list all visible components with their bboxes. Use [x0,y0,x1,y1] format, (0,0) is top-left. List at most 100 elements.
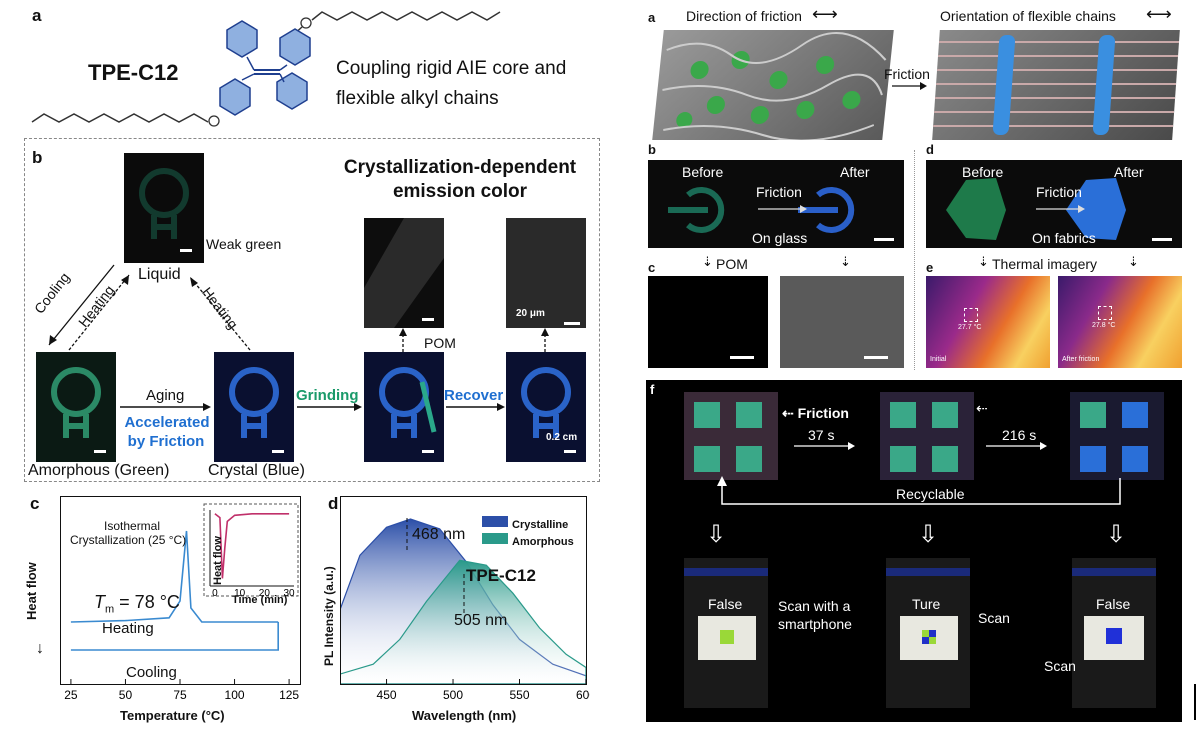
initial-label: Initial [930,356,947,363]
fabric-substrate: On fabrics [1032,230,1096,246]
fabric-friction-arrow [1036,205,1085,213]
scan-label-2: Scan [1044,658,1076,674]
glass-before: Before [682,164,724,180]
glass-substrate: On glass [752,230,808,246]
panel-b-title-line2: emission color [392,181,528,202]
fabric-before-after-image [926,160,1182,248]
panel-b-title-line1: Crystallization-dependent [343,157,577,178]
crystal-bulb-image [214,352,294,462]
glass-friction: Friction [756,184,802,200]
pl-compound-label: TPE-C12 [466,566,536,585]
dsc-yarrow: ↓ [36,640,44,657]
temp1: 27.7 °C [958,324,982,331]
pom-image-2: 20 μm [506,218,586,328]
description-line1: Coupling rigid AIE core and [336,58,567,79]
down-arrow-2: ⇩ [918,521,939,548]
result-false-1: False [708,596,743,612]
t1-arrow [794,442,855,450]
panel-a-label: a [32,6,42,25]
phone-card [1084,616,1144,660]
scale-bar [272,450,284,453]
separator [914,150,915,370]
dsc-xtick-label: 100 [225,688,245,702]
pl-xtick-label: 500 [443,688,463,702]
code-square [929,630,936,637]
inset-xlabel: Time (min) [232,594,288,606]
pom-dotted-arrow-2: ⇣ [840,254,851,269]
pom-arrow-2 [541,328,549,352]
dsc-chart: 25 50 75 100 125 0 10 20 30 [60,496,301,702]
pl-xtick-label: 450 [377,688,397,702]
phone-screen-2 [886,558,970,708]
down-arrow-1: ⇩ [706,521,727,548]
edge-mark [1194,684,1196,720]
temp2: 27.8 °C [1092,322,1116,329]
phone-status-bar [886,568,970,576]
dsc-cooling-line [70,621,280,651]
result-ture: Ture [912,596,941,612]
pl-ylabel: PL Intensity (a.u.) [322,566,336,666]
legend-crystalline: Crystalline [512,519,569,531]
scale-bar [730,356,754,359]
disordered-chains-illustration [652,30,894,142]
r-panel-a-label: a [648,10,656,25]
phone-card [900,616,958,660]
code-square [922,630,929,637]
recover-arrow [446,403,505,411]
ground-bulb-image [364,352,444,462]
phone-card [698,616,756,660]
panel-f-friction: ⇠ Friction [782,405,849,421]
grinding-arrow [297,403,362,411]
orientation-label: Orientation of flexible chains [940,8,1116,24]
scale-bar [874,238,894,241]
scale-20um-label: 20 μm [516,308,545,319]
weak-green-label: Weak green [206,236,282,252]
dsc-xtick-label: 50 [119,688,133,702]
thermal-label: Thermal imagery [992,256,1098,272]
aging-label: Aging [146,387,185,404]
tm-label: Tm = 78 °C [94,592,180,616]
code-square [929,637,936,644]
recycle-loop [717,476,1121,505]
dsc-xtick-label: 25 [64,688,78,702]
description-line2: flexible alkyl chains [336,88,499,109]
r-panel-c-label: c [648,260,656,275]
scan-smartphone-line2: smartphone [778,616,852,632]
inset-xtick-label: 10 [234,588,246,599]
scale-bar [1152,238,1172,241]
amorphous-bulb-image [36,352,116,462]
aging-arrow [120,403,211,411]
panel-b-frame [24,138,600,482]
t2-label: 216 s [1002,427,1037,443]
thermal-after-image: 27.8 °C After friction [1058,276,1182,368]
accelerated-line2: by Friction [127,433,205,450]
scale-bar [564,322,580,325]
down-arrow-3: ⇩ [1106,521,1127,548]
scale-bar [180,249,192,252]
liquid-label: Liquid [138,266,181,283]
heating-curve-label: Heating [102,620,154,637]
compound-name: TPE-C12 [88,60,179,85]
code-green-fabric [684,392,778,480]
crystal-label: Crystal (Blue) [208,462,305,479]
code-blue-fabric [1070,392,1164,480]
code-square [922,637,929,644]
r-panel-f-label: f [650,382,655,397]
scale-bar [422,450,434,453]
pom-textured-image [780,276,904,368]
t2-arrow [986,442,1047,450]
fabric-after: After [1114,164,1144,180]
thermal-dotted-arrow-2: ⇣ [1128,254,1139,269]
pom-arrow-1 [399,328,407,352]
panel-b-label: b [32,148,43,167]
pl-xtick-label: 600 [576,688,590,702]
scan-smartphone-line1: Scan with a [778,598,851,614]
pom-image-1 [364,218,444,328]
dsc-ylabel: Heat flow [24,562,39,620]
peak1-label: 468 nm [412,526,466,543]
code-square [720,630,734,644]
scale-bar [564,450,576,453]
grinding-label: Grinding [296,387,359,404]
glass-before-after-image [648,160,904,248]
inset-xtick-label: 0 [212,588,218,599]
